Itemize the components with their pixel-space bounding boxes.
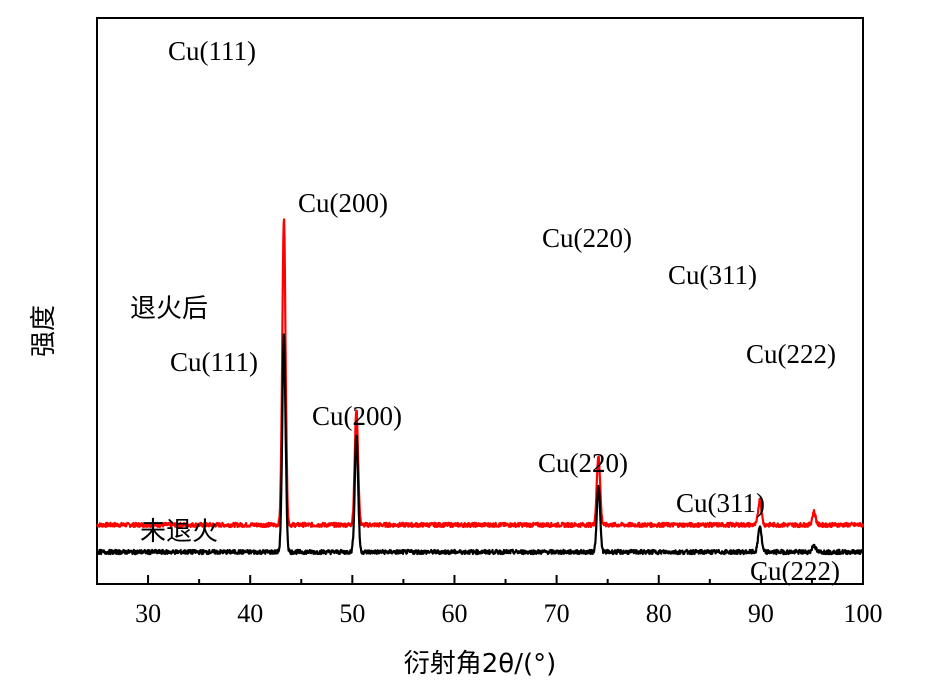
series-line-unannealed <box>95 333 865 556</box>
peak-label: Cu(111) <box>170 347 258 377</box>
x-tick-label: 30 <box>135 599 161 628</box>
plot-frame <box>96 17 864 585</box>
peak-label: Cu(311) <box>676 488 765 518</box>
x-tick-label: 90 <box>748 599 774 628</box>
x-axis-title: 衍射角2θ/(°) <box>404 649 557 679</box>
x-tick-label: 70 <box>544 599 570 628</box>
x-tick-label: 100 <box>844 599 883 628</box>
peak-label: Cu(220) <box>538 448 628 478</box>
x-tick-label: 50 <box>339 599 365 628</box>
series-line-annealed <box>96 218 865 529</box>
peak-label: Cu(200) <box>312 401 402 431</box>
x-tick-label: 80 <box>646 599 672 628</box>
series-label-annealed: 退火后 <box>130 294 208 324</box>
series-layer <box>95 218 865 556</box>
x-tick-label: 40 <box>237 599 263 628</box>
peak-label: Cu(220) <box>542 223 632 253</box>
peak-label: Cu(111) <box>168 36 256 66</box>
y-axis-title: 强度 <box>29 305 59 357</box>
peak-label: Cu(311) <box>668 260 757 290</box>
peak-label: Cu(222) <box>750 556 840 586</box>
series-label-unannealed: 未退火 <box>140 517 218 547</box>
x-axis: 30 40 50 60 70 80 90 100 <box>96 575 883 628</box>
peak-label: Cu(222) <box>746 339 836 369</box>
peak-label: Cu(200) <box>298 188 388 218</box>
x-tick-label: 60 <box>441 599 467 628</box>
